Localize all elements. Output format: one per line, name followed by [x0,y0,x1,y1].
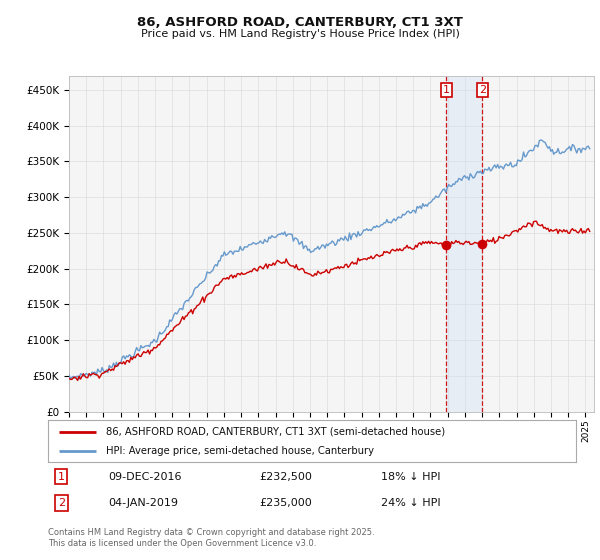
Text: 24% ↓ HPI: 24% ↓ HPI [380,498,440,508]
Bar [446,76,482,412]
Text: 86, ASHFORD ROAD, CANTERBURY, CT1 3XT: 86, ASHFORD ROAD, CANTERBURY, CT1 3XT [137,16,463,29]
Text: 1: 1 [58,472,65,482]
Text: 2: 2 [479,85,486,95]
Text: 18% ↓ HPI: 18% ↓ HPI [380,472,440,482]
Text: Price paid vs. HM Land Registry's House Price Index (HPI): Price paid vs. HM Land Registry's House … [140,29,460,39]
Text: 04-JAN-2019: 04-JAN-2019 [109,498,179,508]
Text: HPI: Average price, semi-detached house, Canterbury: HPI: Average price, semi-detached house,… [106,446,374,456]
Text: 2: 2 [58,498,65,508]
Text: 09-DEC-2016: 09-DEC-2016 [109,472,182,482]
Text: 1: 1 [443,85,450,95]
Text: Contains HM Land Registry data © Crown copyright and database right 2025.
This d: Contains HM Land Registry data © Crown c… [48,528,374,548]
Text: £235,000: £235,000 [259,498,312,508]
Text: £232,500: £232,500 [259,472,312,482]
Text: 86, ASHFORD ROAD, CANTERBURY, CT1 3XT (semi-detached house): 86, ASHFORD ROAD, CANTERBURY, CT1 3XT (s… [106,427,445,437]
